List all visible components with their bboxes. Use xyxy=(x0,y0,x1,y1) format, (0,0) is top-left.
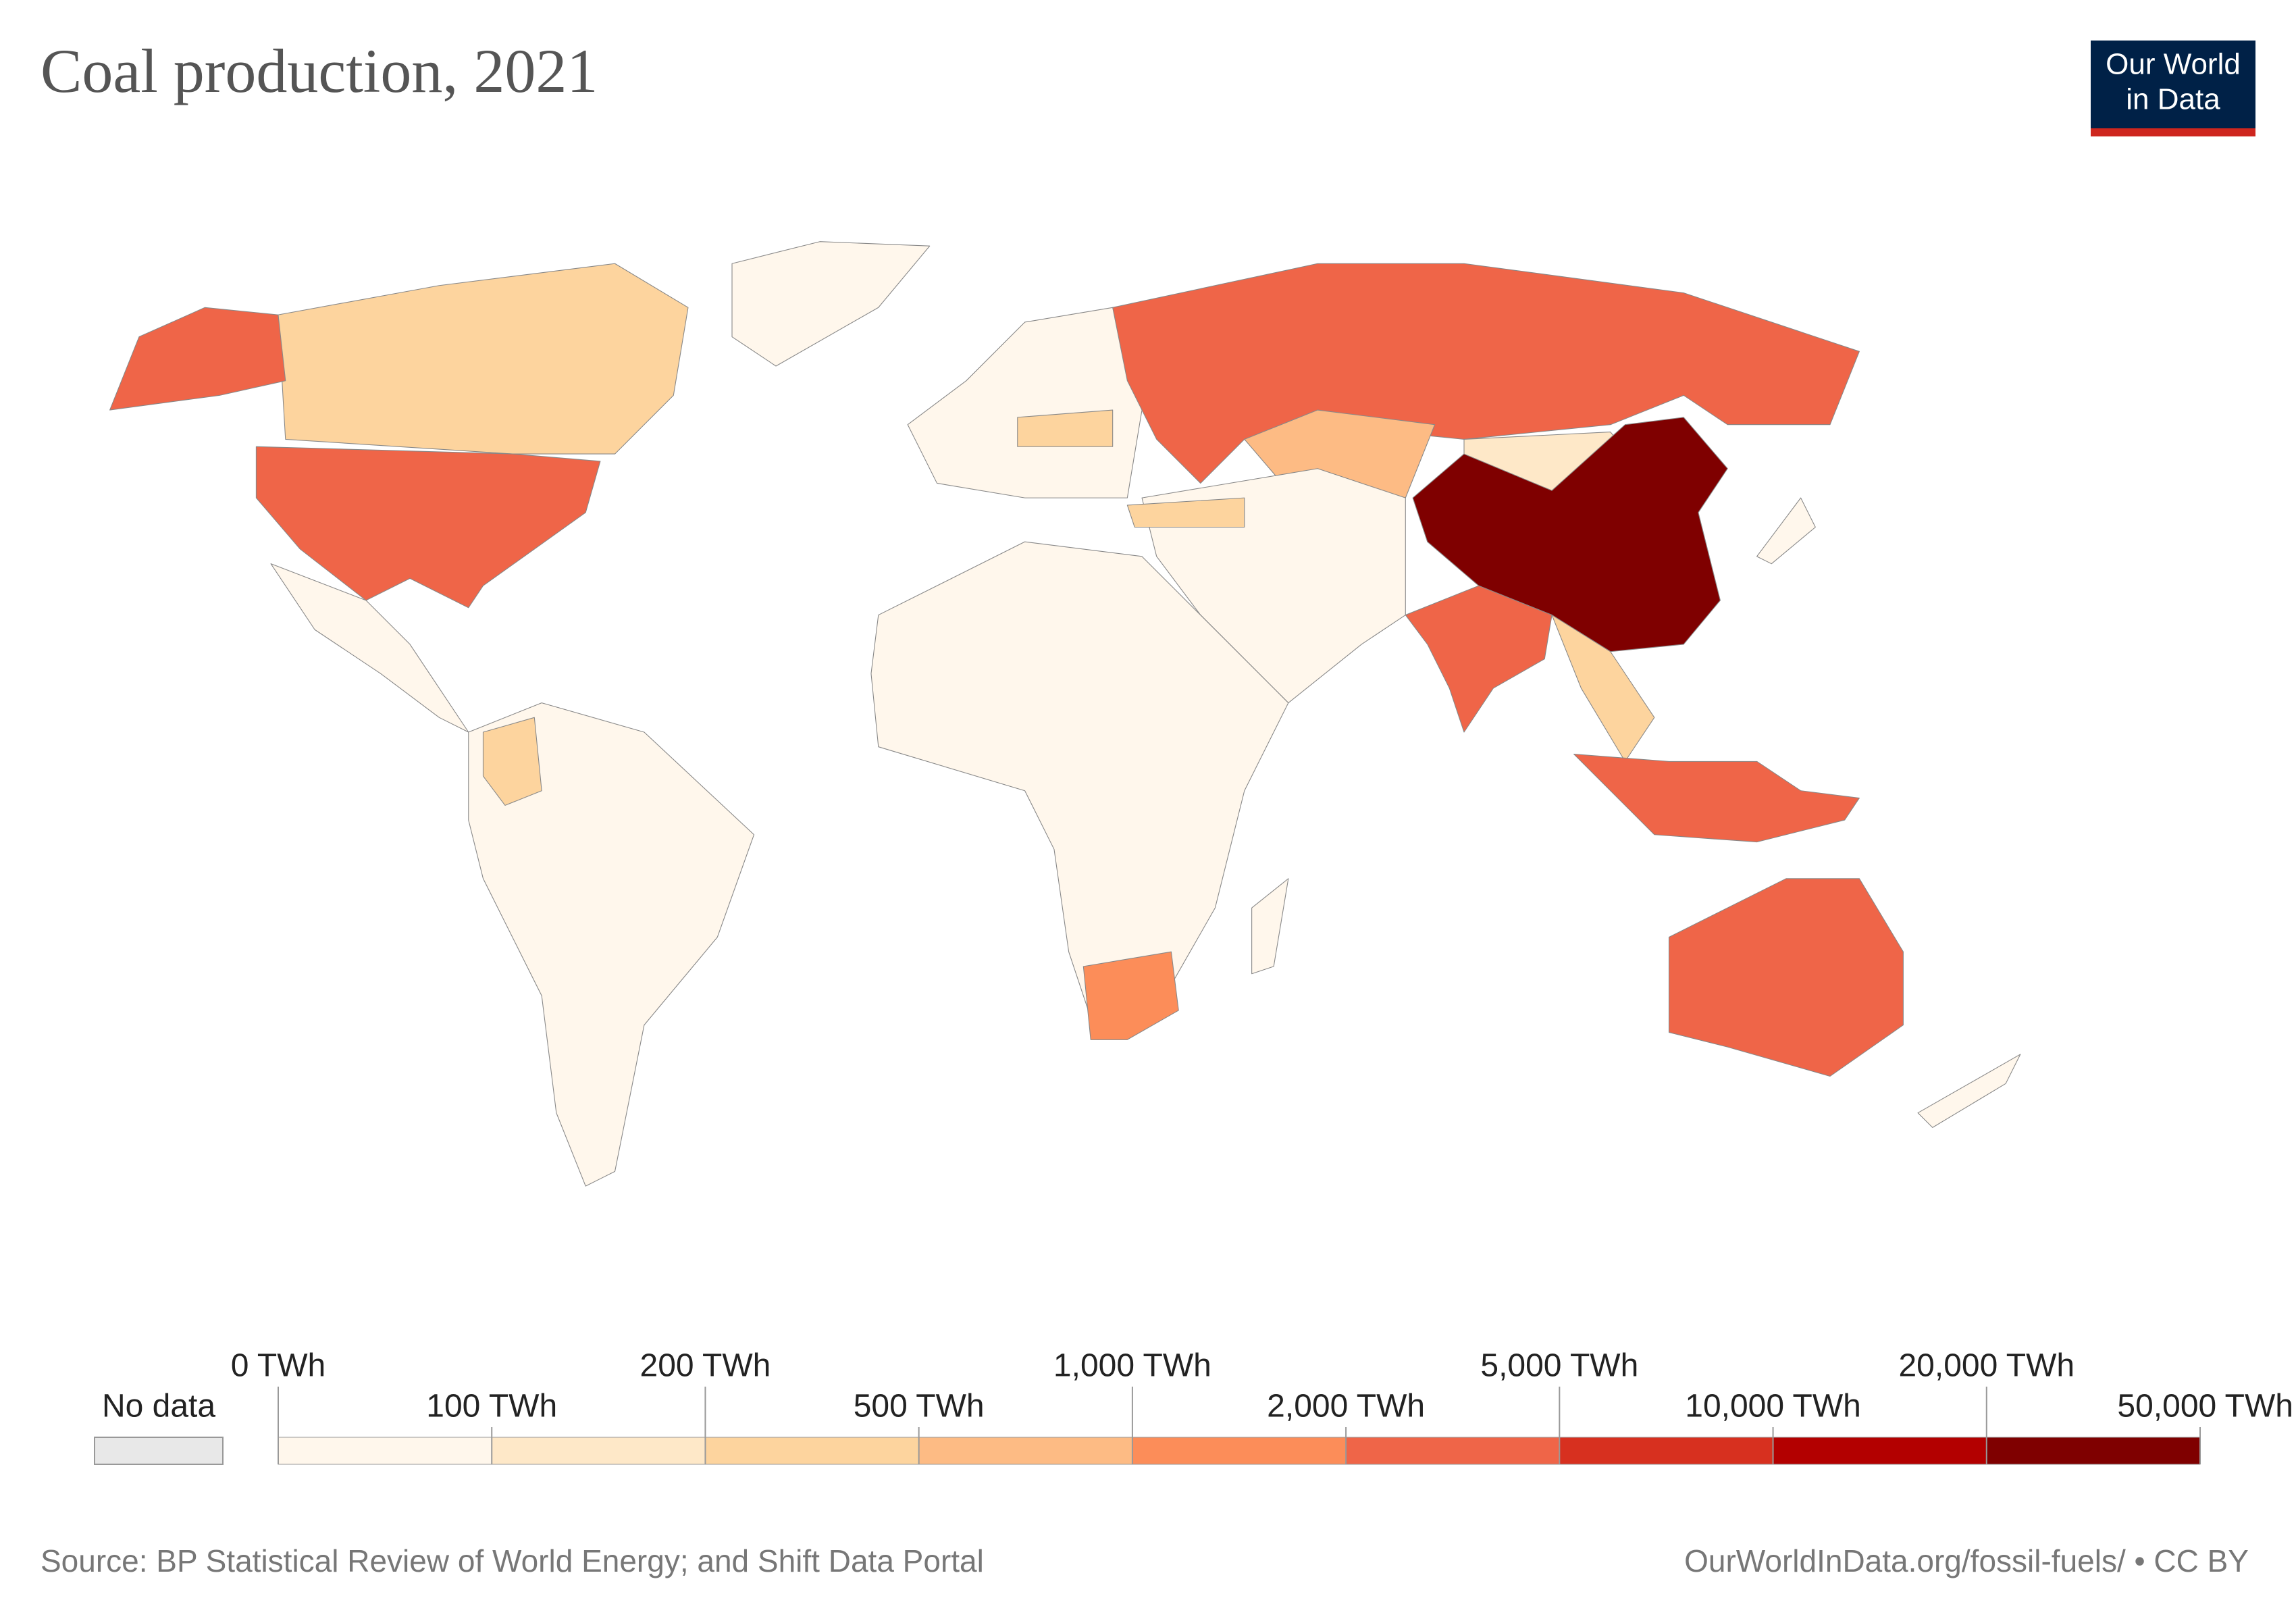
legend: No data 0 TWh 100 TWh 200 TWh 500 TWh 1,000 … xyxy=(94,1348,2293,1465)
no-data-label: No data xyxy=(102,1389,215,1424)
legend-bin xyxy=(1986,1437,2201,1465)
url: OurWorldInData.org/fossil-fuels/ • CC BY xyxy=(1684,1543,2249,1578)
legend-tick-label: 0 TWh xyxy=(231,1348,325,1384)
country xyxy=(1251,878,1289,975)
country xyxy=(1082,951,1179,1040)
logo-text: in Data xyxy=(2126,83,2220,116)
logo-box xyxy=(2091,41,2255,128)
legend-bin xyxy=(918,1437,1133,1465)
country xyxy=(731,241,931,367)
chart-title: Coal production, 2021 xyxy=(41,36,598,105)
legend-bin xyxy=(704,1437,920,1465)
country xyxy=(1551,615,1655,762)
legend-bin xyxy=(278,1437,492,1465)
country xyxy=(1573,753,1860,843)
legend-tick-label: 20,000 TWh xyxy=(1898,1348,2075,1384)
legend-tick-label: 10,000 TWh xyxy=(1685,1389,1861,1424)
country xyxy=(1917,1054,2021,1128)
country xyxy=(482,717,542,806)
legend-tick-label: 1,000 TWh xyxy=(1053,1348,1211,1384)
country xyxy=(109,307,286,411)
legend-bin xyxy=(1559,1437,1774,1465)
country xyxy=(255,446,601,609)
logo: Our World in Data xyxy=(2091,41,2255,136)
legend-bin xyxy=(1345,1437,1560,1465)
no-data-swatch xyxy=(94,1437,224,1465)
source: Source: BP Statistical Review of World E… xyxy=(41,1543,984,1578)
logo-stripe xyxy=(2091,128,2255,136)
country xyxy=(1017,409,1114,447)
country xyxy=(907,307,1143,498)
country xyxy=(278,263,689,455)
legend-tick-label: 50,000 TWh xyxy=(2117,1389,2293,1424)
country xyxy=(1756,497,1816,565)
logo-text: Our World xyxy=(2106,48,2241,81)
country xyxy=(1668,878,1904,1077)
legend-bin xyxy=(1132,1437,1347,1465)
country xyxy=(1126,497,1245,528)
legend-tick-label: 200 TWh xyxy=(640,1348,771,1384)
country xyxy=(468,702,755,1187)
legend-tick-label: 2,000 TWh xyxy=(1267,1389,1425,1424)
legend-tick-label: 5,000 TWh xyxy=(1480,1348,1638,1384)
legend-bin xyxy=(1773,1437,1987,1465)
legend-bin xyxy=(491,1437,706,1465)
country xyxy=(1405,585,1553,733)
legend-tick-label: 100 TWh xyxy=(426,1389,557,1424)
legend-tick-label: 500 TWh xyxy=(854,1389,985,1424)
world-map xyxy=(109,241,2021,1187)
